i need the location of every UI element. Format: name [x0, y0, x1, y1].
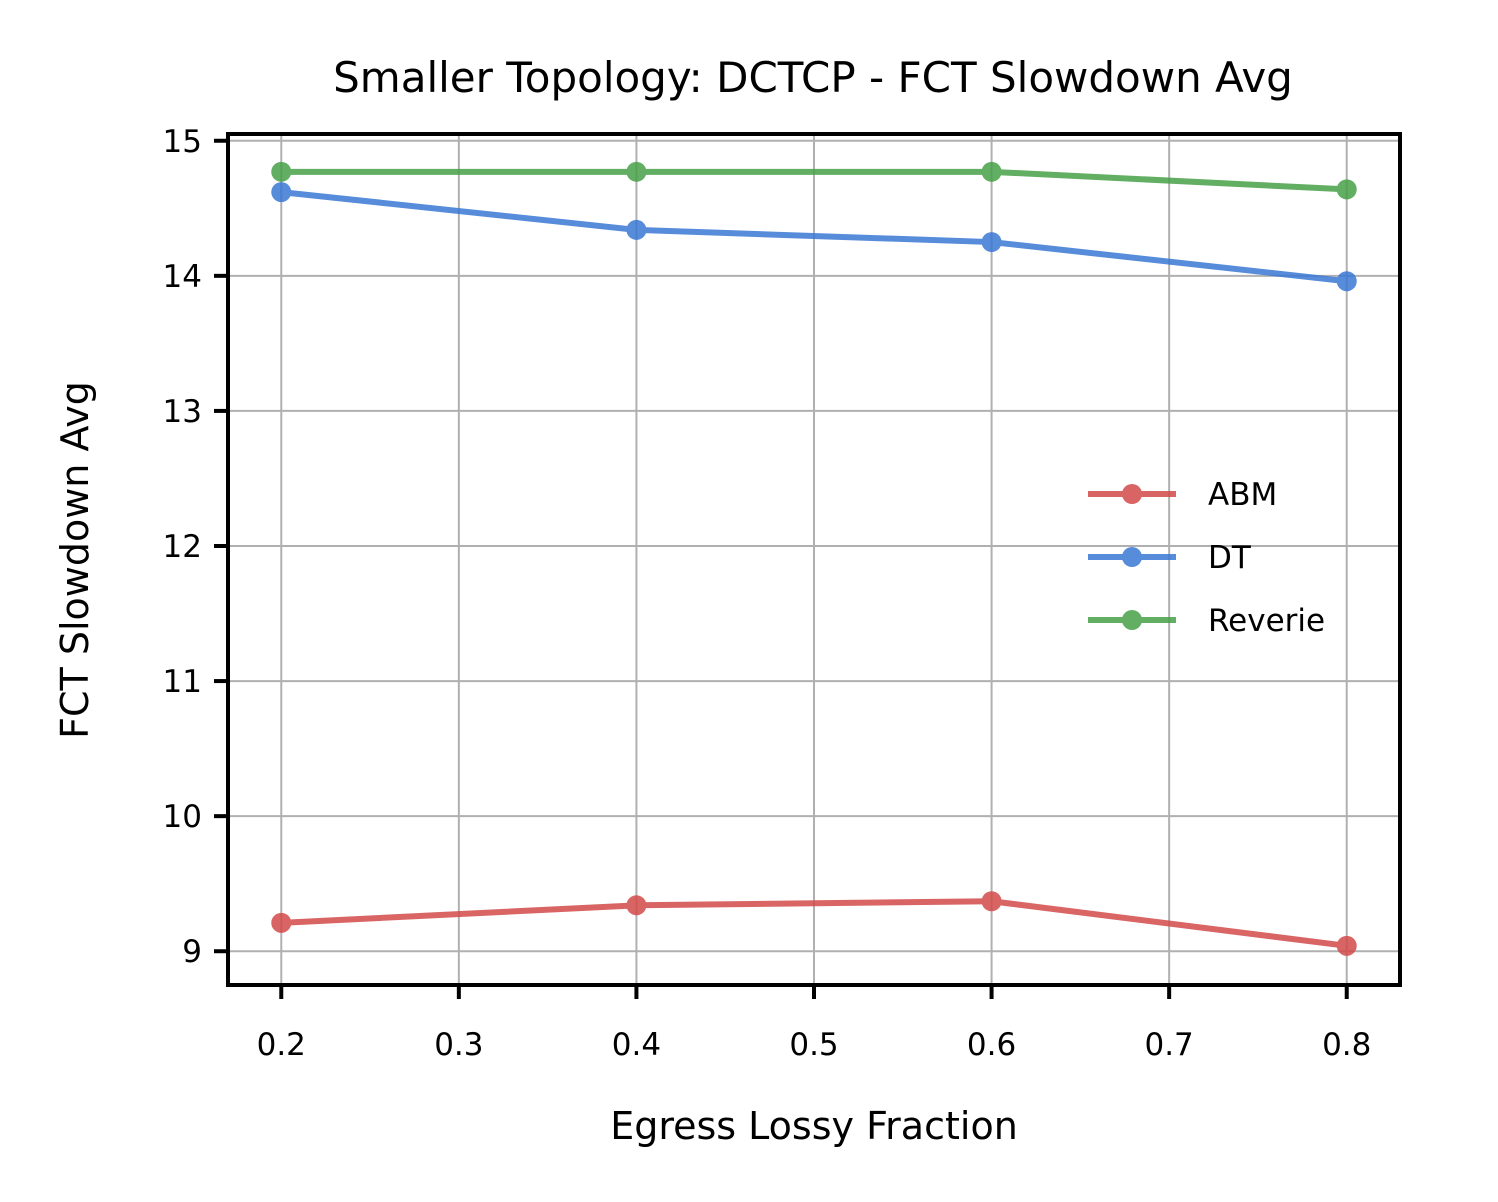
data-point-reverie	[626, 161, 647, 182]
legend-entry-abm: ABM	[1088, 477, 1277, 513]
data-point-abm	[981, 891, 1002, 912]
legend-entry-reverie: Reverie	[1088, 603, 1325, 639]
data-point-reverie	[1336, 179, 1357, 200]
legend-marker-reverie	[1122, 610, 1142, 630]
series-line-reverie	[281, 168, 1347, 193]
data-point-abm	[626, 895, 647, 916]
legend-swatch-abm	[1088, 484, 1176, 504]
plot-area-frame	[226, 132, 1402, 987]
y-tick-label: 10	[163, 799, 202, 835]
x-tick-label: 0.5	[789, 1027, 838, 1063]
x-axis-label: Egress Lossy Fraction	[610, 1104, 1018, 1148]
legend-entry-dt: DT	[1088, 540, 1252, 576]
series-line-dt	[280, 189, 1348, 285]
legend-swatch-reverie	[1088, 610, 1176, 630]
data-point-dt	[981, 232, 1002, 253]
x-tick-label: 0.3	[434, 1027, 483, 1063]
legend: ABM DT Reverie	[1088, 477, 1325, 639]
series-line-abm	[281, 898, 1348, 949]
data-point-abm	[1336, 935, 1357, 956]
series-dt	[271, 182, 1357, 292]
y-tick-label: 9	[182, 934, 202, 970]
legend-label-dt: DT	[1208, 540, 1252, 576]
x-tick-label: 0.6	[967, 1027, 1016, 1063]
series-abm	[271, 891, 1357, 956]
data-point-dt	[271, 182, 292, 203]
axis-ticks: 0.2 0.3 0.4 0.5 0.6 0.7 0.8 9 10 11 12 13 14 15	[163, 124, 1372, 1063]
legend-marker-dt	[1122, 547, 1142, 567]
legend-marker-abm	[1122, 484, 1142, 504]
data-point-abm	[271, 912, 292, 933]
y-tick-label: 14	[163, 259, 202, 295]
y-axis-label: FCT Slowdown Avg	[53, 381, 97, 739]
y-tick-label: 12	[163, 529, 202, 565]
x-tick-label: 0.4	[612, 1027, 661, 1063]
data-point-dt	[626, 219, 647, 240]
chart-title: Smaller Topology: DCTCP - FCT Slowdown A…	[333, 53, 1293, 102]
x-tick-label: 0.7	[1144, 1027, 1193, 1063]
data-point-dt	[1336, 271, 1357, 292]
data-point-reverie	[981, 161, 1002, 182]
x-tick-label: 0.2	[257, 1027, 306, 1063]
legend-swatch-dt	[1088, 547, 1176, 567]
y-tick-label: 11	[163, 664, 202, 700]
data-point-reverie	[271, 161, 292, 182]
y-tick-label: 15	[163, 124, 202, 160]
legend-label-abm: ABM	[1208, 477, 1277, 513]
series-reverie	[271, 161, 1357, 200]
x-tick-label: 0.8	[1322, 1027, 1371, 1063]
series-lines	[271, 161, 1357, 956]
y-tick-label: 13	[163, 394, 202, 430]
legend-label-reverie: Reverie	[1208, 603, 1325, 639]
